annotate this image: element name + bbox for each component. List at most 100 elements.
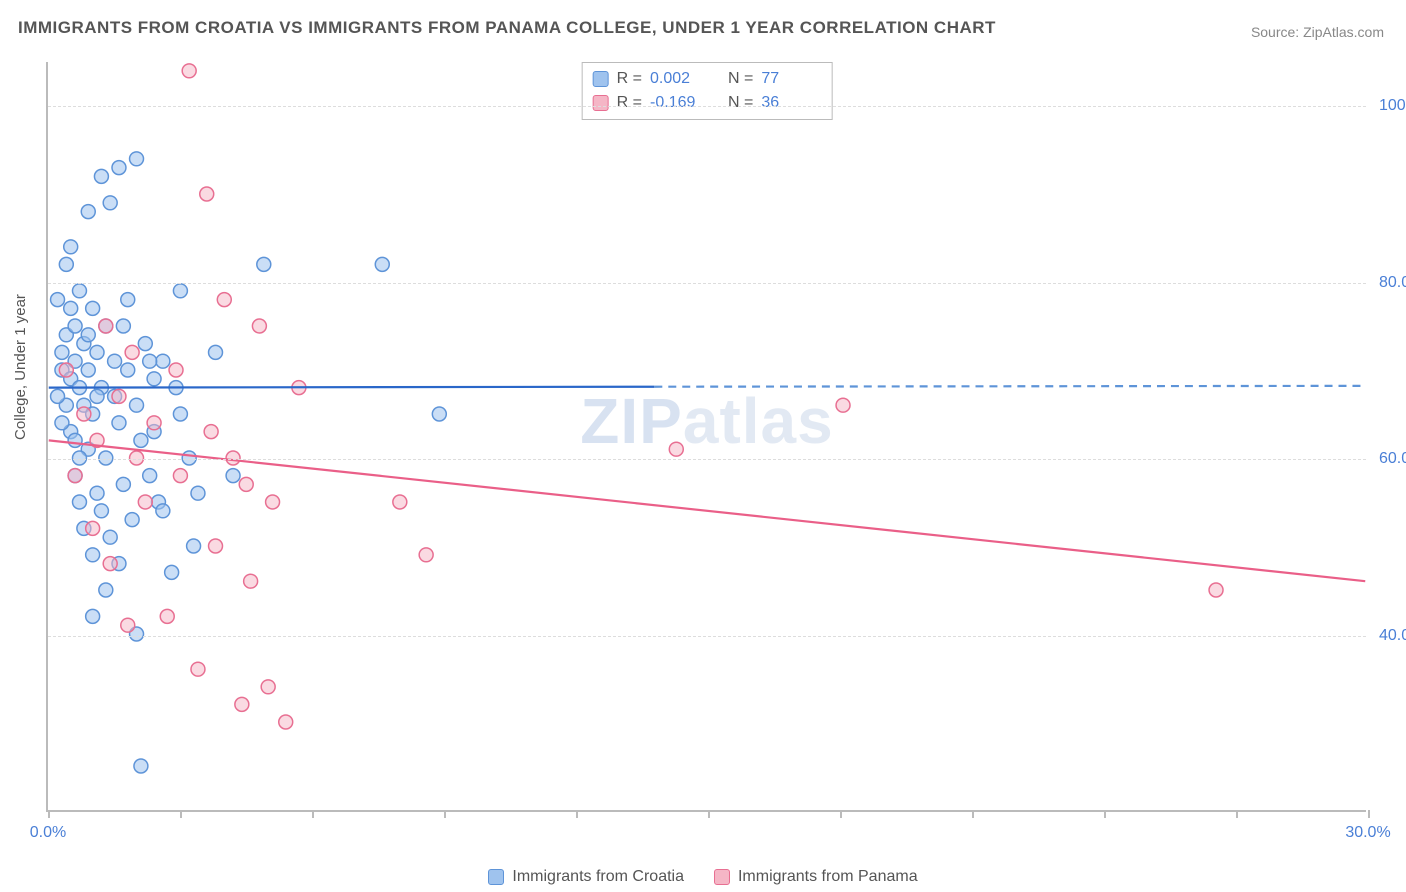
n-label: N = bbox=[728, 91, 753, 115]
croatia-point bbox=[108, 354, 122, 368]
croatia-point bbox=[103, 196, 117, 210]
croatia-point bbox=[143, 354, 157, 368]
croatia-point bbox=[156, 504, 170, 518]
croatia-point bbox=[112, 161, 126, 175]
legend-row-panama: R =-0.169N =36 bbox=[593, 91, 822, 115]
croatia-point bbox=[125, 513, 139, 527]
x-tick-label: 0.0% bbox=[30, 824, 66, 842]
croatia-point bbox=[51, 389, 65, 403]
croatia-point bbox=[165, 565, 179, 579]
panama-point bbox=[393, 495, 407, 509]
panama-point bbox=[59, 363, 73, 377]
legend-swatch bbox=[714, 869, 730, 885]
gridline bbox=[48, 106, 1366, 107]
legend-item: Immigrants from Croatia bbox=[488, 868, 684, 886]
legend-label: Immigrants from Panama bbox=[738, 868, 918, 886]
croatia-point bbox=[138, 337, 152, 351]
panama-point bbox=[68, 469, 82, 483]
croatia-point bbox=[130, 152, 144, 166]
croatia-regression-line-extrapolated bbox=[654, 386, 1365, 387]
croatia-point bbox=[94, 169, 108, 183]
croatia-point bbox=[116, 319, 130, 333]
x-tick bbox=[1368, 810, 1370, 818]
panama-point bbox=[261, 680, 275, 694]
panama-point bbox=[182, 64, 196, 78]
croatia-point bbox=[86, 609, 100, 623]
panama-point bbox=[239, 477, 253, 491]
croatia-point bbox=[209, 345, 223, 359]
croatia-regression-line bbox=[49, 387, 655, 388]
panama-point bbox=[173, 469, 187, 483]
croatia-point bbox=[64, 301, 78, 315]
panama-point bbox=[209, 539, 223, 553]
croatia-point bbox=[72, 495, 86, 509]
n-label: N = bbox=[728, 67, 753, 91]
croatia-point bbox=[182, 451, 196, 465]
panama-regression-line bbox=[49, 440, 1365, 581]
x-tick bbox=[444, 810, 446, 818]
croatia-point bbox=[121, 293, 135, 307]
series-legend: Immigrants from Croatia Immigrants from P… bbox=[0, 868, 1406, 886]
panama-point bbox=[266, 495, 280, 509]
panama-point bbox=[200, 187, 214, 201]
panama-point bbox=[138, 495, 152, 509]
n-value: 77 bbox=[761, 67, 821, 91]
x-tick bbox=[840, 810, 842, 818]
croatia-point bbox=[68, 433, 82, 447]
legend-swatch bbox=[593, 71, 609, 87]
source-attribution: Source: ZipAtlas.com bbox=[1251, 24, 1384, 40]
gridline bbox=[48, 636, 1366, 637]
croatia-point bbox=[121, 363, 135, 377]
croatia-point bbox=[90, 389, 104, 403]
croatia-point bbox=[99, 451, 113, 465]
x-tick bbox=[312, 810, 314, 818]
panama-point bbox=[204, 425, 218, 439]
croatia-point bbox=[94, 504, 108, 518]
panama-point bbox=[160, 609, 174, 623]
croatia-point bbox=[173, 407, 187, 421]
panama-point bbox=[226, 451, 240, 465]
x-tick bbox=[972, 810, 974, 818]
croatia-point bbox=[134, 759, 148, 773]
n-value: 36 bbox=[761, 91, 821, 115]
panama-point bbox=[235, 697, 249, 711]
y-tick-label: 100.0% bbox=[1371, 97, 1406, 115]
correlation-legend: R =0.002N =77R =-0.169N =36 bbox=[582, 62, 833, 120]
croatia-point bbox=[81, 205, 95, 219]
r-value: -0.169 bbox=[650, 91, 710, 115]
croatia-point bbox=[432, 407, 446, 421]
x-tick bbox=[1236, 810, 1238, 818]
croatia-point bbox=[72, 451, 86, 465]
x-tick bbox=[48, 810, 50, 818]
panama-point bbox=[99, 319, 113, 333]
croatia-point bbox=[86, 301, 100, 315]
croatia-point bbox=[130, 398, 144, 412]
legend-row-croatia: R =0.002N =77 bbox=[593, 67, 822, 91]
y-tick-label: 80.0% bbox=[1371, 274, 1406, 292]
croatia-point bbox=[257, 257, 271, 271]
x-tick-label: 30.0% bbox=[1345, 824, 1390, 842]
chart-title: IMMIGRANTS FROM CROATIA VS IMMIGRANTS FR… bbox=[18, 18, 996, 38]
gridline bbox=[48, 459, 1366, 460]
croatia-point bbox=[90, 486, 104, 500]
croatia-point bbox=[86, 548, 100, 562]
croatia-point bbox=[191, 486, 205, 500]
panama-point bbox=[86, 521, 100, 535]
panama-point bbox=[217, 293, 231, 307]
croatia-point bbox=[226, 469, 240, 483]
legend-label: Immigrants from Croatia bbox=[512, 868, 684, 886]
x-tick bbox=[708, 810, 710, 818]
panama-point bbox=[125, 345, 139, 359]
croatia-point bbox=[72, 284, 86, 298]
panama-point bbox=[130, 451, 144, 465]
panama-point bbox=[244, 574, 258, 588]
croatia-point bbox=[375, 257, 389, 271]
legend-item: Immigrants from Panama bbox=[714, 868, 918, 886]
panama-point bbox=[836, 398, 850, 412]
croatia-point bbox=[187, 539, 201, 553]
panama-point bbox=[147, 416, 161, 430]
croatia-point bbox=[59, 257, 73, 271]
croatia-point bbox=[156, 354, 170, 368]
panama-point bbox=[419, 548, 433, 562]
croatia-point bbox=[55, 416, 69, 430]
